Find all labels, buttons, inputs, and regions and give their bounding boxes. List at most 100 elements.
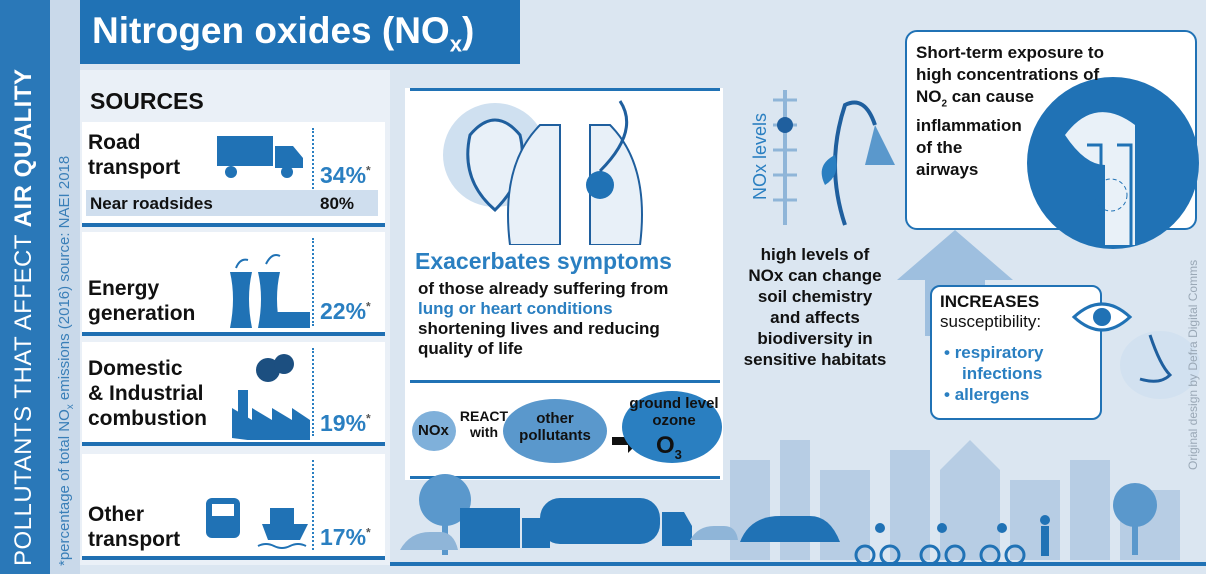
title: Nitrogen oxides (NOx) xyxy=(92,10,474,57)
power-plant-icon-path xyxy=(236,255,280,268)
heart-lungs-illustration-circle xyxy=(586,171,614,199)
share-mark: * xyxy=(366,163,371,177)
rule xyxy=(410,380,720,383)
soil-line: high levels of xyxy=(725,244,905,265)
soil-line: and affects xyxy=(725,307,905,328)
exposure-text-part: can cause xyxy=(947,87,1034,106)
side-heading: POLLUTANTS THAT AFFECT AIR QUALITY xyxy=(10,68,38,566)
city-scene-g-circle xyxy=(1040,515,1050,525)
city-scene-g-rect xyxy=(460,508,520,548)
share-mark: * xyxy=(366,525,371,539)
city-scene-g-rect xyxy=(890,450,930,560)
eye-nose-illustration xyxy=(1070,295,1200,405)
exposure-line: airways xyxy=(916,159,1104,181)
truck-icon-path xyxy=(275,146,303,168)
factory-icon-circle xyxy=(274,354,294,374)
train-ship-icon-rect xyxy=(270,508,294,524)
city-scene xyxy=(390,420,1190,570)
divider xyxy=(312,238,314,326)
share-value: 34% xyxy=(320,162,366,188)
sub-row-share: 80% xyxy=(320,194,354,214)
title-text: Nitrogen oxides (NO xyxy=(92,10,450,51)
share-value: 19% xyxy=(320,410,366,436)
source-name-line: combustion xyxy=(88,406,207,431)
side-heading-lead: POLLUTANTS THAT AFFECT xyxy=(10,234,37,566)
source-name: Energygeneration xyxy=(88,276,195,326)
city-scene-g-circle xyxy=(937,523,947,533)
truck-icon-rect xyxy=(217,136,273,166)
exposure-formula: NO xyxy=(916,87,942,106)
train-ship-icon-path xyxy=(262,524,308,540)
city-scene-g-rect xyxy=(1070,460,1110,560)
power-plant-icon-rect xyxy=(272,312,310,328)
share-value: 17% xyxy=(320,524,366,550)
source-name-line: Energy xyxy=(88,276,195,301)
source-share: 22%* xyxy=(320,298,371,325)
list-item: • respiratory xyxy=(944,342,1044,363)
gauge-flower-circle xyxy=(777,117,793,133)
source-name-line: Domestic xyxy=(88,356,207,381)
exposure-line: high concentrations of xyxy=(916,64,1104,86)
gauge-flower-path xyxy=(865,125,895,165)
share-mark: * xyxy=(366,299,371,313)
divider xyxy=(312,460,314,550)
rule xyxy=(410,88,720,91)
susceptibility-list: • respiratory infections • allergens xyxy=(944,342,1044,405)
city-scene-g-rect xyxy=(1132,520,1138,555)
power-plant-icon xyxy=(222,240,312,330)
train-ship-icon-rect xyxy=(212,504,234,516)
city-scene-g-rect xyxy=(540,498,660,544)
source-name-line: & Industrial xyxy=(88,381,207,406)
soil-line: NOx can change xyxy=(725,265,905,286)
truck-icon-circle xyxy=(225,166,237,178)
health-line: of those already suffering from xyxy=(418,279,668,299)
city-scene-g-circle xyxy=(875,523,885,533)
exposure-text: Short-term exposure to high concentratio… xyxy=(916,42,1104,181)
side-heading-emphasis: AIR QUALITY xyxy=(10,68,37,227)
truck-icon xyxy=(217,132,307,182)
share-mark: * xyxy=(366,411,371,425)
health-text: of those already suffering from lung or … xyxy=(418,279,668,359)
exposure-line: of the xyxy=(916,137,1104,159)
train-ship-icon-path xyxy=(258,544,306,548)
health-line: shortening lives and reducing xyxy=(418,319,668,339)
heart-lungs-illustration xyxy=(440,95,710,245)
gauge-flower xyxy=(765,85,905,235)
train-ship-icon xyxy=(202,494,312,554)
city-scene-g-rect xyxy=(1010,480,1060,560)
eye-nose-illustration-circle xyxy=(1093,308,1111,326)
exposure-line: Short-term exposure to xyxy=(916,42,1104,64)
soil-line: sensitive habitats xyxy=(725,349,905,370)
list-item: • allergens xyxy=(944,384,1044,405)
ground-line xyxy=(390,562,1206,566)
city-scene-g-path xyxy=(400,532,458,550)
source-name: Domestic& Industrialcombustion xyxy=(88,356,207,431)
city-scene-g-circle xyxy=(997,523,1007,533)
susceptibility-heading-line: susceptibility: xyxy=(940,312,1041,332)
city-scene-g-rect xyxy=(730,460,770,560)
divider xyxy=(312,348,314,436)
exposure-line: inflammation xyxy=(916,115,1104,137)
city-scene-g-rect xyxy=(1041,526,1049,556)
susceptibility-heading-line: INCREASES xyxy=(940,292,1041,312)
health-line: quality of life xyxy=(418,339,668,359)
list-item-text: infections xyxy=(944,363,1044,384)
source-share: 17%* xyxy=(320,524,371,551)
source-note: *percentage of total NOx emissions (2016… xyxy=(56,156,76,566)
share-value: 22% xyxy=(320,298,366,324)
soil-line: biodiversity in xyxy=(725,328,905,349)
susceptibility-heading: INCREASES susceptibility: xyxy=(940,292,1041,332)
source-name-line: Road xyxy=(88,130,180,155)
title-subscript: x xyxy=(450,31,462,56)
city-scene-g-path xyxy=(940,440,1000,560)
source-share: 34%* xyxy=(320,162,371,189)
source-row: Energygeneration 22%* xyxy=(82,232,385,336)
city-scene-g-path xyxy=(662,512,692,546)
source-name-line: Other xyxy=(88,502,180,527)
health-heading: Exacerbates symptoms xyxy=(415,248,672,275)
source-name-line: generation xyxy=(88,301,195,326)
city-scene-g-path xyxy=(690,526,738,540)
